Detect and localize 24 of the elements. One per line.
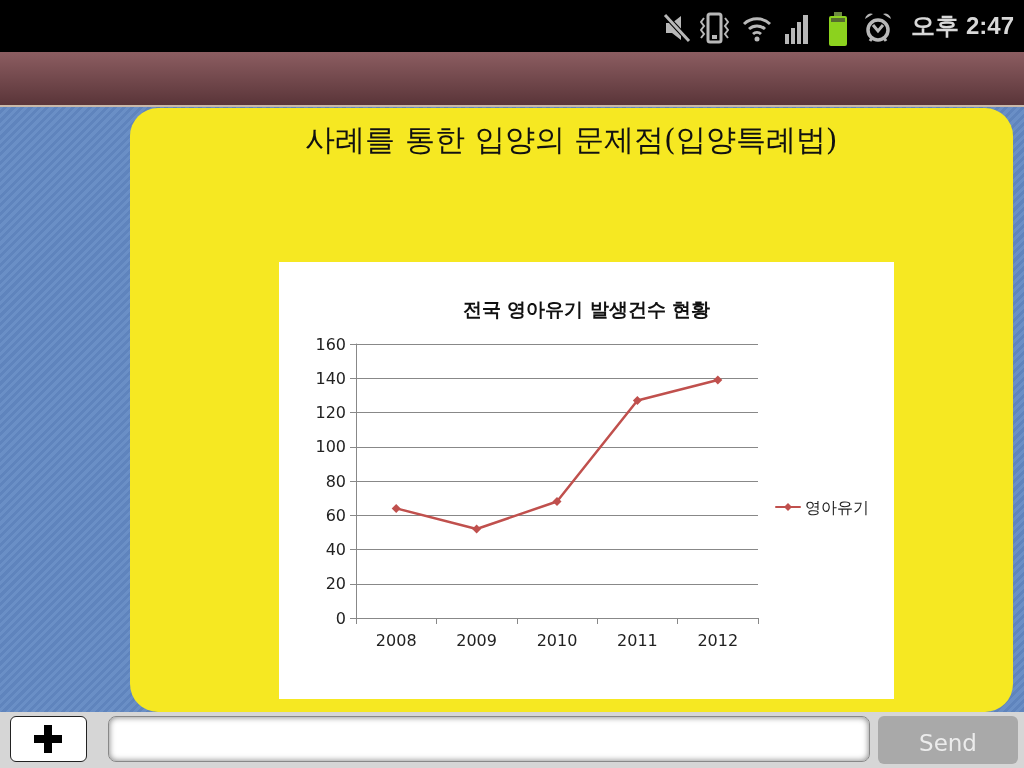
y-tick-label: 120 [315, 403, 346, 422]
x-tick-label: 2010 [536, 630, 578, 650]
y-tick-label: 160 [315, 334, 346, 354]
point [632, 396, 642, 406]
send-button: Send [878, 716, 1018, 764]
chart-subtitle: 전국 영아유기 발생건수 현황 [462, 297, 711, 320]
point [472, 524, 482, 534]
x-tick-label: 2009 [456, 630, 497, 650]
text: 오후 2:47 [911, 11, 1014, 41]
y-tick-label: 60 [325, 505, 346, 525]
point [552, 497, 562, 507]
y-tick-label: 20 [325, 574, 346, 594]
x-tick-label: 2011 [617, 630, 658, 650]
y-tick-label: 140 [315, 368, 346, 388]
y-tick-label: 0 [335, 608, 346, 628]
x-tick-label: 2012 [697, 630, 739, 650]
point [713, 375, 723, 385]
y-tick-label: 100 [315, 437, 346, 457]
legend-label: 영아유기 [805, 497, 869, 517]
y-tick-label: 40 [325, 540, 346, 559]
y-tick-label: 80 [325, 471, 346, 491]
chart-title: 사례를 통한 입양의 문제점(입양특례법) [304, 121, 839, 159]
point [391, 503, 401, 513]
x-tick-label: 2008 [375, 630, 417, 650]
